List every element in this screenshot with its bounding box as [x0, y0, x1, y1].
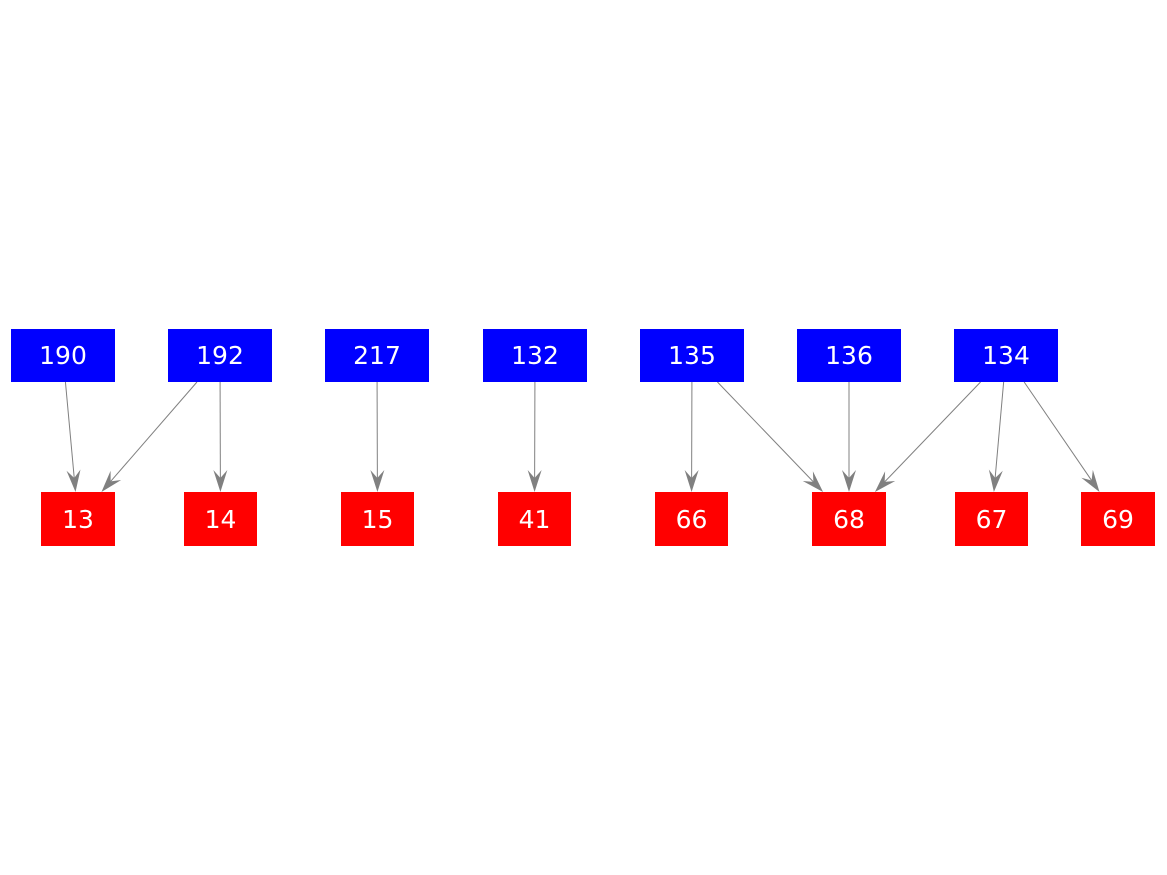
edge-line	[994, 381, 1005, 479]
arrowhead-icon	[684, 469, 699, 492]
arrowhead-icon	[988, 469, 1003, 492]
edge-192-14	[213, 381, 228, 492]
edge-134-68	[874, 381, 981, 492]
edge-135-68	[717, 381, 824, 492]
node-68[interactable]: 68	[812, 492, 886, 546]
edge-line	[1023, 381, 1093, 481]
node-136[interactable]: 136	[797, 329, 901, 382]
edge-134-69	[1023, 381, 1100, 492]
edge-line	[884, 381, 981, 483]
arrowhead-icon	[802, 471, 824, 492]
node-41[interactable]: 41	[498, 492, 571, 546]
edge-190-13	[64, 381, 81, 492]
node-192[interactable]: 192	[168, 329, 272, 382]
arrowhead-icon	[1081, 469, 1100, 492]
node-67[interactable]: 67	[955, 492, 1028, 546]
node-14[interactable]: 14	[184, 492, 257, 546]
arrowhead-icon	[842, 470, 856, 492]
edge-line	[64, 381, 75, 479]
node-135[interactable]: 135	[640, 329, 744, 382]
edge-217-15	[370, 381, 385, 492]
node-132[interactable]: 132	[483, 329, 587, 382]
node-13[interactable]: 13	[41, 492, 115, 546]
node-66[interactable]: 66	[655, 492, 728, 546]
edge-line	[110, 381, 198, 482]
edge-134-67	[988, 381, 1005, 492]
edge-136-68	[842, 382, 856, 492]
arrowhead-icon	[527, 469, 542, 492]
edge-135-66	[684, 381, 699, 492]
arrowhead-icon	[101, 470, 122, 492]
edge-192-13	[101, 381, 198, 492]
edge-line	[717, 381, 814, 483]
arrowhead-icon	[370, 469, 385, 492]
node-69[interactable]: 69	[1081, 492, 1155, 546]
node-190[interactable]: 190	[11, 329, 115, 382]
edge-132-41	[527, 381, 542, 492]
arrowhead-icon	[213, 469, 228, 492]
node-15[interactable]: 15	[341, 492, 414, 546]
node-134[interactable]: 134	[954, 329, 1058, 382]
arrowhead-icon	[874, 471, 896, 492]
arrowhead-icon	[66, 469, 81, 492]
node-217[interactable]: 217	[325, 329, 429, 382]
